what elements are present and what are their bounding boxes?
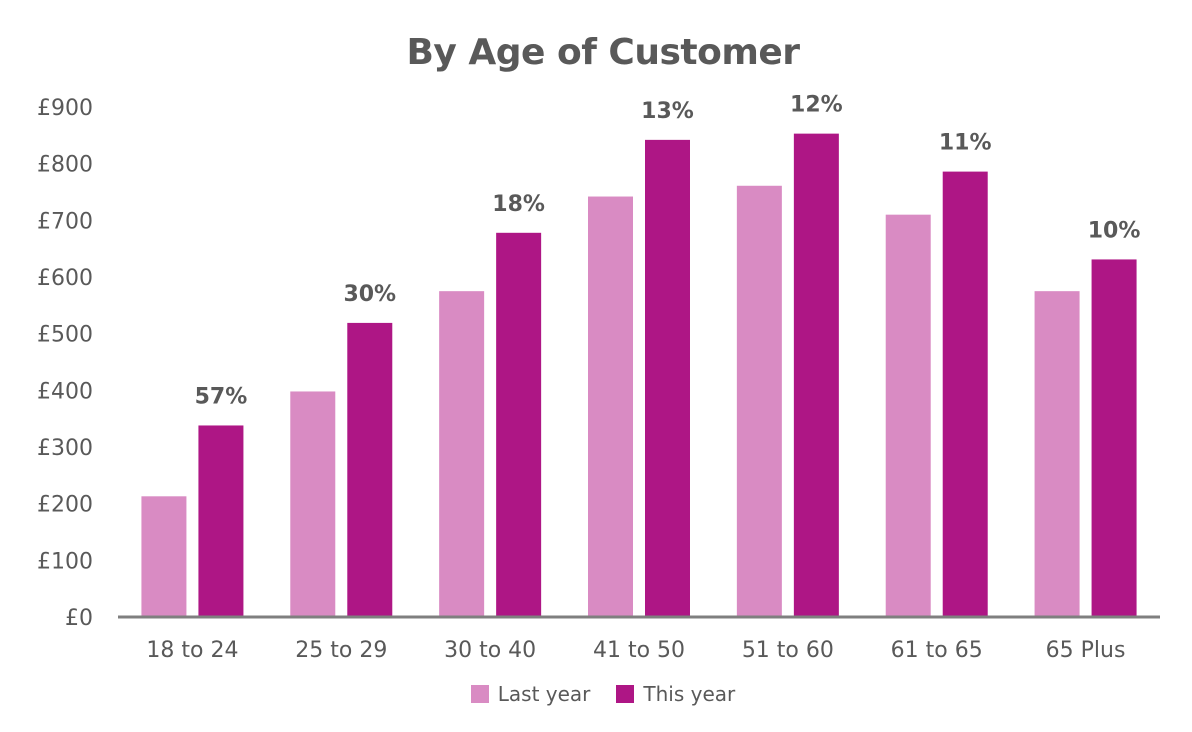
bar-last-year[interactable] [141,496,187,617]
bar-last-year[interactable] [885,214,931,617]
x-tick-label: 30 to 40 [444,638,536,663]
x-tick-label: 18 to 24 [146,638,238,663]
bar-last-year[interactable] [588,196,633,618]
percentage-label: 11% [939,131,992,156]
y-tick-label: £400 [37,379,93,404]
x-tick-label: 61 to 65 [891,638,983,663]
bars [141,133,1137,618]
y-tick-label: £700 [37,209,93,234]
bar-this-year[interactable] [1091,259,1137,617]
bar-this-year[interactable] [347,322,393,617]
bar-this-year[interactable] [496,232,542,618]
bar-last-year[interactable] [1034,291,1080,617]
percentage-label: 12% [790,93,843,118]
bar-last-year[interactable] [290,391,336,617]
y-tick-label: £300 [37,436,93,461]
y-tick-label: £0 [65,606,93,631]
percentage-label: 30% [343,282,396,307]
legend-swatch-this-year [616,685,635,703]
y-tick-label: £500 [37,323,93,348]
x-tick-label: 65 Plus [1046,638,1126,663]
legend-item-this-year[interactable]: This year [616,682,735,706]
y-tick-label: £200 [37,493,93,518]
chart-title: By Age of Customer [406,32,800,73]
percentage-label: 57% [195,384,248,409]
bar-this-year[interactable] [793,133,839,617]
x-axis-labels: 18 to 24 25 to 29 30 to 40 41 to 50 51 to 60… [146,638,1125,663]
legend-label-last-year: Last year [497,682,591,706]
bar-this-year[interactable] [645,139,690,617]
percentage-label: 18% [492,192,545,217]
bar-this-year[interactable] [198,425,244,617]
bar-last-year[interactable] [439,291,485,617]
percentage-labels: 57% 30% 18% 13% 12% 11% 10% [195,93,1141,410]
x-tick-label: 51 to 60 [742,638,834,663]
y-axis-ticks: £0 £100 £200 £300 £400 £500 £600 £700 £800 £900 [37,96,93,631]
legend-item-last-year[interactable]: Last year [470,682,591,706]
percentage-label: 10% [1088,218,1141,243]
legend: Last year This year [0,682,1192,706]
legend-swatch-last-year [470,685,489,703]
bar-this-year[interactable] [942,171,988,617]
legend-label-this-year: This year [643,682,736,706]
x-tick-label: 41 to 50 [593,638,685,663]
x-tick-label: 25 to 29 [295,638,387,663]
y-tick-label: £800 [37,153,93,178]
y-tick-label: £600 [37,266,93,291]
percentage-label: 13% [641,99,694,124]
y-tick-label: £100 [37,549,93,574]
bar-last-year[interactable] [736,185,782,617]
y-tick-label: £900 [37,96,93,121]
